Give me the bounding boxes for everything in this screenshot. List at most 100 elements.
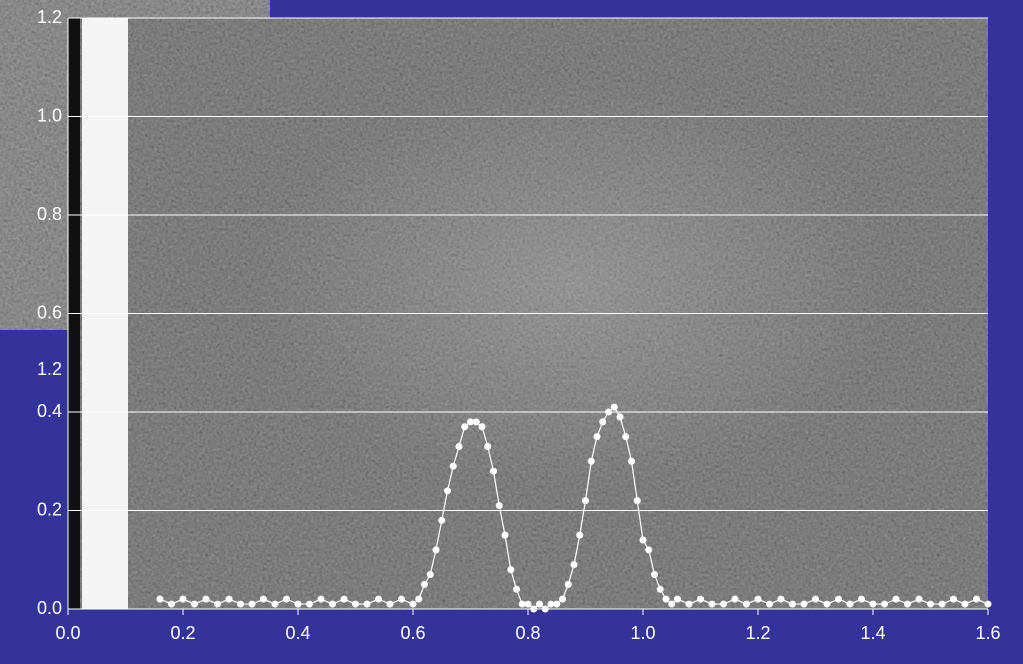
data-point [490, 468, 497, 475]
x-tick-label: 0.4 [285, 623, 310, 643]
x-tick-label: 1.0 [630, 623, 655, 643]
data-point [433, 546, 440, 553]
x-tick-label: 1.4 [860, 623, 885, 643]
data-point [450, 463, 457, 470]
data-point [410, 601, 417, 608]
data-point [617, 413, 624, 420]
chart: 0.00.20.40.60.81.01.20.00.20.40.60.81.01… [0, 0, 1023, 664]
data-point [530, 606, 537, 613]
data-point [858, 596, 865, 603]
data-point [766, 601, 773, 608]
data-point [157, 596, 164, 603]
data-point [473, 418, 480, 425]
x-tick-label: 1.6 [975, 623, 1000, 643]
data-point [237, 601, 244, 608]
data-point [180, 596, 187, 603]
x-tick-label: 0.0 [55, 623, 80, 643]
x-tick-label: 0.8 [515, 623, 540, 643]
data-point [461, 423, 468, 430]
data-point [306, 601, 313, 608]
data-point [904, 601, 911, 608]
data-point [927, 601, 934, 608]
data-point [599, 418, 606, 425]
y-tick-label: 0.6 [37, 302, 62, 322]
data-point [812, 596, 819, 603]
data-point [628, 458, 635, 465]
y-tick-label: 1.2 [37, 7, 62, 27]
data-point [663, 596, 670, 603]
data-point [542, 606, 549, 613]
data-point [870, 601, 877, 608]
data-point [611, 404, 618, 411]
data-point [985, 601, 992, 608]
data-point [565, 581, 572, 588]
data-point [421, 581, 428, 588]
data-point [571, 561, 578, 568]
y-tick-label: 0.0 [37, 598, 62, 618]
data-point [582, 497, 589, 504]
data-point [444, 487, 451, 494]
data-point [588, 458, 595, 465]
data-point [484, 443, 491, 450]
data-point [375, 596, 382, 603]
x-tick-label: 0.2 [170, 623, 195, 643]
data-point [456, 443, 463, 450]
data-point [559, 596, 566, 603]
data-point [553, 601, 560, 608]
data-point [496, 502, 503, 509]
data-point [893, 596, 900, 603]
data-point [686, 601, 693, 608]
data-point [295, 601, 302, 608]
data-point [502, 532, 509, 539]
data-point [709, 601, 716, 608]
data-point [881, 601, 888, 608]
y-tick-label: 0.2 [37, 499, 62, 519]
data-point [605, 409, 612, 416]
data-point [507, 566, 514, 573]
data-point [576, 532, 583, 539]
y-tick-label: 1.0 [37, 105, 62, 125]
data-point [318, 596, 325, 603]
data-point [939, 601, 946, 608]
data-point [743, 601, 750, 608]
data-point [622, 433, 629, 440]
data-point [657, 586, 664, 593]
data-point [283, 596, 290, 603]
data-point [847, 601, 854, 608]
data-point [697, 596, 704, 603]
data-point [364, 601, 371, 608]
data-point [329, 601, 336, 608]
y-tick-label: 0.4 [37, 401, 62, 421]
data-point [341, 596, 348, 603]
data-point [352, 601, 359, 608]
data-point [203, 596, 210, 603]
data-point [536, 601, 543, 608]
data-point [789, 601, 796, 608]
data-point [645, 546, 652, 553]
data-point [525, 601, 532, 608]
x-tick-label: 1.2 [745, 623, 770, 643]
background-image [0, 0, 988, 609]
data-point [835, 596, 842, 603]
y-tick-label: 0.8 [37, 204, 62, 224]
data-point [916, 596, 923, 603]
data-point [438, 517, 445, 524]
data-point [674, 596, 681, 603]
annotation: 1.2 [37, 359, 62, 379]
data-point [755, 596, 762, 603]
data-point [668, 601, 675, 608]
data-point [824, 601, 831, 608]
data-point [778, 596, 785, 603]
data-point [634, 497, 641, 504]
page: {"chart_data": { "type": "line", "annota… [0, 0, 1023, 664]
data-point [732, 596, 739, 603]
data-point [640, 537, 647, 544]
data-point [973, 596, 980, 603]
data-point [249, 601, 256, 608]
data-point [479, 423, 486, 430]
data-point [398, 596, 405, 603]
data-point [260, 596, 267, 603]
data-point [801, 601, 808, 608]
data-point [950, 596, 957, 603]
data-point [214, 601, 221, 608]
